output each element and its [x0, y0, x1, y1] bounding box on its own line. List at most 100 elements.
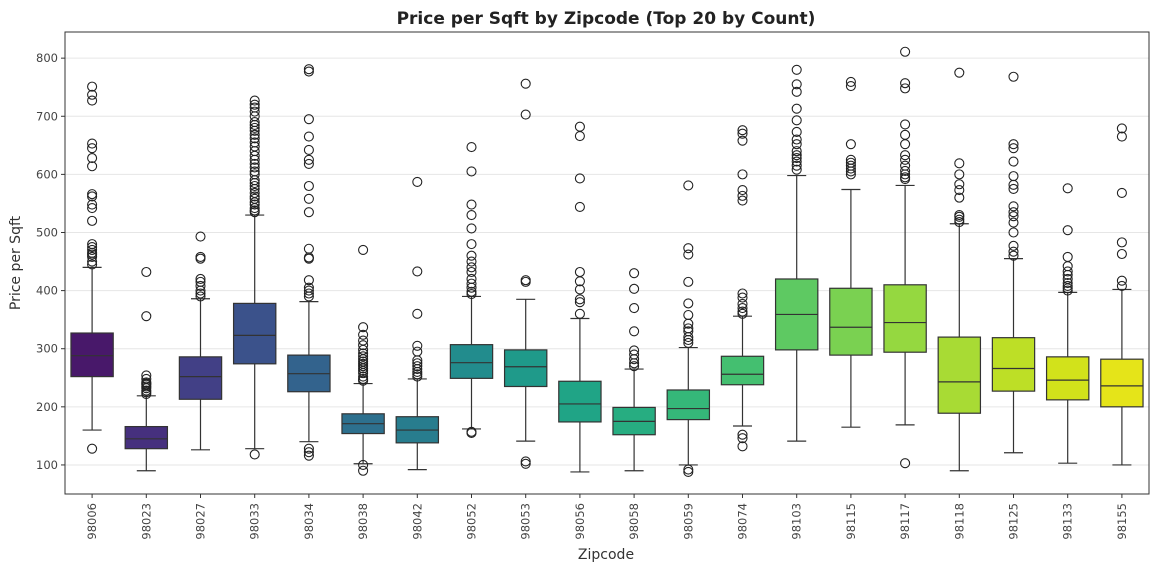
outlier-point	[412, 358, 423, 369]
outlier-point	[791, 79, 802, 90]
outlier-point	[791, 126, 802, 138]
outlier-point	[87, 95, 98, 106]
outlier-point	[683, 276, 694, 287]
outlier-point	[249, 141, 260, 152]
outlier-point	[737, 185, 748, 196]
outlier-point	[954, 179, 965, 190]
outlier-point	[87, 161, 98, 172]
outlier-point	[1008, 250, 1019, 261]
outlier-point	[358, 373, 369, 384]
outlier-point	[845, 154, 856, 165]
outlier-point	[249, 162, 260, 173]
box-iqr	[883, 284, 927, 353]
outlier-point	[87, 251, 98, 262]
outlier-point	[141, 311, 152, 322]
outlier-point	[737, 135, 748, 146]
box-group	[178, 231, 223, 451]
outlier-point	[1008, 139, 1019, 150]
outlier-point	[358, 329, 369, 340]
chart-title: Price per Sqft by Zipcode (Top 20 by Cou…	[397, 9, 816, 29]
outlier-point	[683, 326, 694, 337]
outlier-point	[520, 275, 531, 286]
outlier-point	[737, 292, 748, 303]
outlier-point	[683, 298, 694, 309]
plot-frame	[64, 31, 1150, 495]
outlier-point	[954, 169, 965, 180]
outlier-point	[683, 309, 694, 321]
outlier-point	[900, 165, 911, 176]
box-group	[774, 64, 819, 442]
outlier-point	[358, 356, 369, 367]
outlier-point	[466, 278, 477, 289]
outlier-point	[412, 371, 423, 382]
outlier-point	[303, 193, 314, 204]
outlier-point	[791, 156, 802, 167]
outlier-point	[1062, 225, 1073, 236]
outlier-point	[466, 250, 477, 261]
outlier-point	[303, 275, 314, 286]
box-iqr	[124, 425, 169, 450]
outlier-point	[303, 447, 314, 458]
outlier-point	[954, 158, 965, 169]
outlier-point	[845, 76, 856, 88]
outlier-point	[249, 95, 260, 106]
outlier-point	[1062, 251, 1073, 262]
outlier-point	[683, 323, 694, 334]
outlier-point	[1008, 217, 1019, 228]
outlier-point	[303, 154, 314, 165]
x-tick-label: 98056	[573, 503, 587, 540]
outlier-point	[1008, 143, 1019, 154]
outlier-point	[195, 280, 206, 292]
outlier-point	[574, 173, 585, 184]
box-group	[720, 125, 765, 452]
outlier-point	[737, 128, 748, 139]
x-tick-label: 98053	[519, 503, 533, 540]
box-iqr	[937, 336, 982, 414]
outlier-point	[900, 458, 911, 469]
box-group	[395, 176, 440, 471]
x-tick-label: 98125	[1007, 503, 1021, 540]
x-tick-label: 98117	[898, 503, 912, 540]
outlier-point	[358, 371, 369, 382]
outlier-point	[574, 201, 585, 212]
y-tick-label: 300	[36, 342, 58, 356]
outlier-point	[358, 459, 369, 470]
outlier-point	[249, 129, 260, 140]
box-iqr	[70, 332, 114, 378]
box-group	[1100, 123, 1144, 466]
outlier-point	[87, 81, 98, 92]
outlier-point	[303, 443, 314, 454]
outlier-point	[845, 139, 856, 150]
outlier-point	[1008, 246, 1019, 257]
outlier-point	[466, 273, 477, 285]
outlier-point	[195, 251, 206, 262]
outlier-point	[303, 450, 314, 461]
outlier-point	[303, 114, 314, 125]
outlier-point	[900, 172, 911, 183]
outlier-point	[412, 361, 423, 372]
outlier-point	[629, 326, 640, 337]
outlier-point	[574, 121, 585, 132]
outlier-point	[791, 146, 802, 157]
boxes	[70, 46, 1144, 477]
outlier-point	[629, 349, 640, 360]
outlier-point	[466, 210, 477, 221]
x-ticks: 98006 98023 98027 98033 98034 98038 98042 98052…	[85, 494, 1129, 540]
box-group	[1045, 183, 1090, 464]
outlier-point	[303, 180, 314, 192]
outlier-point	[1116, 248, 1127, 260]
box-group	[449, 142, 494, 439]
outlier-point	[466, 239, 477, 250]
outlier-point	[520, 78, 531, 89]
outlier-point	[303, 158, 314, 169]
box-iqr	[666, 389, 711, 421]
outlier-point	[574, 266, 585, 278]
box-group	[937, 67, 982, 472]
x-tick-label: 98103	[790, 503, 804, 540]
outlier-point	[466, 142, 477, 153]
x-tick-label: 98074	[736, 503, 750, 540]
outlier-point	[358, 358, 369, 369]
x-axis-label: Zipcode	[578, 547, 634, 563]
y-ticks: 100 200 300 400 500 600 700 800	[36, 51, 65, 472]
